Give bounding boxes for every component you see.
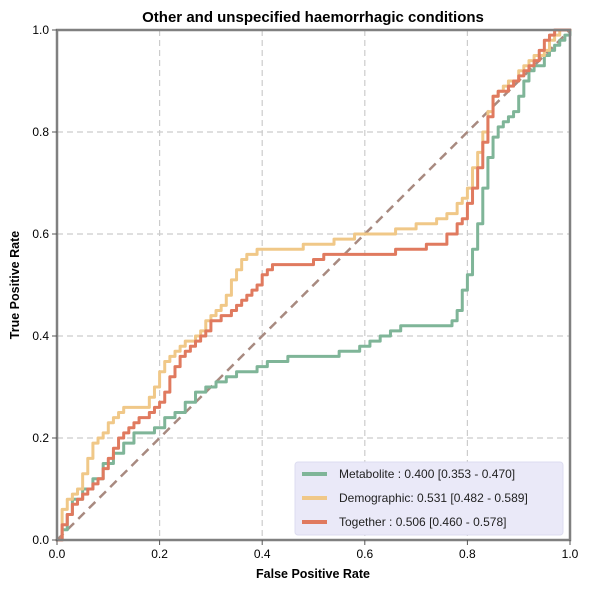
x-tick-label: 0.8 — [459, 547, 476, 561]
x-tick-label: 0.0 — [49, 547, 66, 561]
legend-label: Together : 0.506 [0.460 - 0.578] — [339, 515, 506, 529]
series-layer — [55, 28, 572, 542]
plot-frame — [55, 28, 572, 542]
y-tick-label: 0.4 — [32, 329, 49, 343]
roc-line-together — [55, 28, 572, 542]
y-tick-label: 0.8 — [32, 125, 49, 139]
chance-line — [56, 29, 571, 541]
y-tick-label: 0.0 — [32, 533, 49, 547]
roc-line-metabolite — [55, 28, 572, 542]
chance-line-layer — [56, 29, 571, 541]
x-axis-label: False Positive Rate — [256, 567, 370, 581]
x-tick-label: 0.4 — [254, 547, 271, 561]
y-tick-label: 0.6 — [32, 227, 49, 241]
x-tick-label: 0.2 — [151, 547, 168, 561]
y-axis-label: True Positive Rate — [8, 231, 22, 339]
x-tick-label: 1.0 — [562, 547, 579, 561]
legend-label: Metabolite : 0.400 [0.353 - 0.470] — [339, 467, 515, 481]
y-tick-label: 0.2 — [32, 431, 49, 445]
legend: Metabolite : 0.400 [0.353 - 0.470] Demogr… — [294, 461, 564, 536]
legend-label: Demographic: 0.531 [0.482 - 0.589] — [339, 491, 528, 505]
chart-title: Other and unspecified haemorrhagic condi… — [142, 9, 484, 26]
y-tick-label: 1.0 — [32, 23, 49, 37]
x-tick-label: 0.6 — [356, 547, 373, 561]
ticks: 0.0 0.2 0.4 0.6 0.8 1.0 0.0 0.2 0.4 0.6 0.8 1.0 — [32, 23, 578, 561]
legend-box — [294, 461, 564, 536]
